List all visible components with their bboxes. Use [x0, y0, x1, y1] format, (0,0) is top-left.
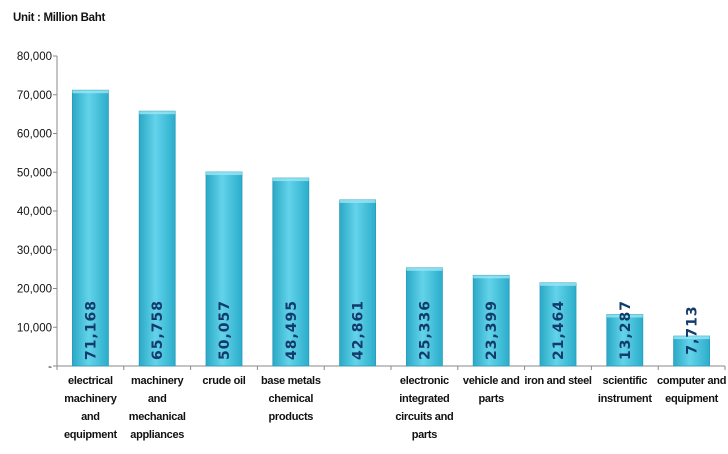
- data-label: 25,336: [417, 300, 433, 360]
- bar-cap: [206, 172, 242, 176]
- x-category-label: machinery and mechanical appliances: [129, 375, 186, 441]
- x-category-line: electronic: [400, 375, 449, 387]
- bar-cap: [339, 199, 376, 203]
- y-tick-label: 30,000: [17, 245, 52, 257]
- x-category-label: scientific instrument: [598, 375, 652, 405]
- bar-cap: [72, 90, 109, 94]
- bar-cap: [139, 111, 176, 115]
- bar-group: 23,399: [472, 274, 510, 367]
- x-category-line: machinery: [131, 375, 185, 387]
- x-category-line: vehicle and: [463, 375, 520, 387]
- bar: [72, 89, 109, 367]
- x-category-label: base metals chemical products: [261, 375, 321, 423]
- x-category-label: computer and equipment: [657, 375, 726, 405]
- y-tick-label: -: [48, 361, 52, 373]
- data-label: 48,495: [284, 300, 300, 360]
- data-label: 50,057: [217, 300, 233, 360]
- x-category-line: iron and steel: [524, 375, 592, 387]
- bar: [138, 110, 176, 367]
- x-category-line: crude oil: [202, 375, 245, 387]
- data-label: 13,287: [618, 300, 634, 360]
- unit-label: Unit : Million Baht: [13, 12, 106, 24]
- bar-cap: [606, 314, 643, 318]
- bar: [539, 282, 577, 367]
- x-category-line: equipment: [64, 429, 118, 441]
- bar: [673, 335, 710, 367]
- bar: [405, 267, 443, 367]
- data-label: 65,758: [150, 300, 166, 360]
- x-category-label: crude oil: [202, 375, 245, 387]
- x-category-line: parts: [478, 393, 504, 405]
- bar-group: 50,057: [205, 171, 243, 367]
- bar-group: 7,713: [673, 305, 710, 367]
- x-category-label: electrical machinery and equipment: [64, 375, 118, 441]
- x-category-line: products: [268, 411, 313, 423]
- x-category-line: and: [81, 411, 100, 423]
- x-category-line: mechanical: [129, 411, 186, 423]
- bar-cap: [406, 267, 443, 271]
- x-category-line: scientific: [602, 375, 647, 387]
- y-tick-label: 80,000: [17, 51, 52, 63]
- bar-cap: [272, 178, 309, 182]
- bar-group: 71,168: [72, 89, 109, 367]
- y-tick-label: 70,000: [17, 90, 52, 102]
- x-category-line: base metals: [261, 375, 321, 387]
- bar-group: 25,336: [405, 267, 443, 367]
- y-tick-label: 20,000: [17, 284, 52, 296]
- data-label: 23,399: [484, 300, 500, 360]
- x-category-line: and: [148, 393, 167, 405]
- x-category-line: integrated: [399, 393, 449, 405]
- x-category-line: electrical: [68, 375, 113, 387]
- bar-group: 65,758: [138, 110, 176, 367]
- x-category-line: parts: [412, 429, 438, 441]
- bar-group: 21,464: [539, 282, 577, 367]
- x-category-line: appliances: [130, 429, 184, 441]
- x-category-line: chemical: [268, 393, 313, 405]
- data-label: 21,464: [551, 300, 567, 360]
- y-tick-label: 50,000: [17, 167, 52, 179]
- x-category-label: electronic integrated circuits and parts: [395, 375, 453, 441]
- x-category-line: instrument: [598, 393, 652, 405]
- data-label: 7,713: [685, 305, 701, 354]
- x-category-line: circuits and: [395, 411, 453, 423]
- bar: [205, 171, 243, 367]
- x-category-line: computer and: [657, 375, 726, 387]
- bar-cap: [473, 275, 510, 279]
- y-tick-label: 40,000: [17, 206, 52, 218]
- data-label: 71,168: [83, 300, 99, 360]
- x-category-label: vehicle and parts: [463, 375, 520, 405]
- x-category-label: iron and steel: [524, 375, 592, 387]
- bar-group: 13,287: [606, 300, 644, 367]
- x-category-line: equipment: [665, 393, 719, 405]
- bar-group: 48,495: [272, 177, 310, 367]
- data-label: 42,861: [351, 300, 367, 360]
- y-tick-label: 10,000: [17, 322, 52, 334]
- bar-group: 42,861: [339, 199, 377, 367]
- bar: [272, 177, 310, 367]
- x-category-line: machinery: [64, 393, 118, 405]
- bar-cap: [540, 282, 576, 286]
- bar: [472, 274, 510, 367]
- y-tick-label: 60,000: [17, 129, 52, 141]
- bar-cap: [673, 336, 710, 340]
- bar: [606, 314, 644, 367]
